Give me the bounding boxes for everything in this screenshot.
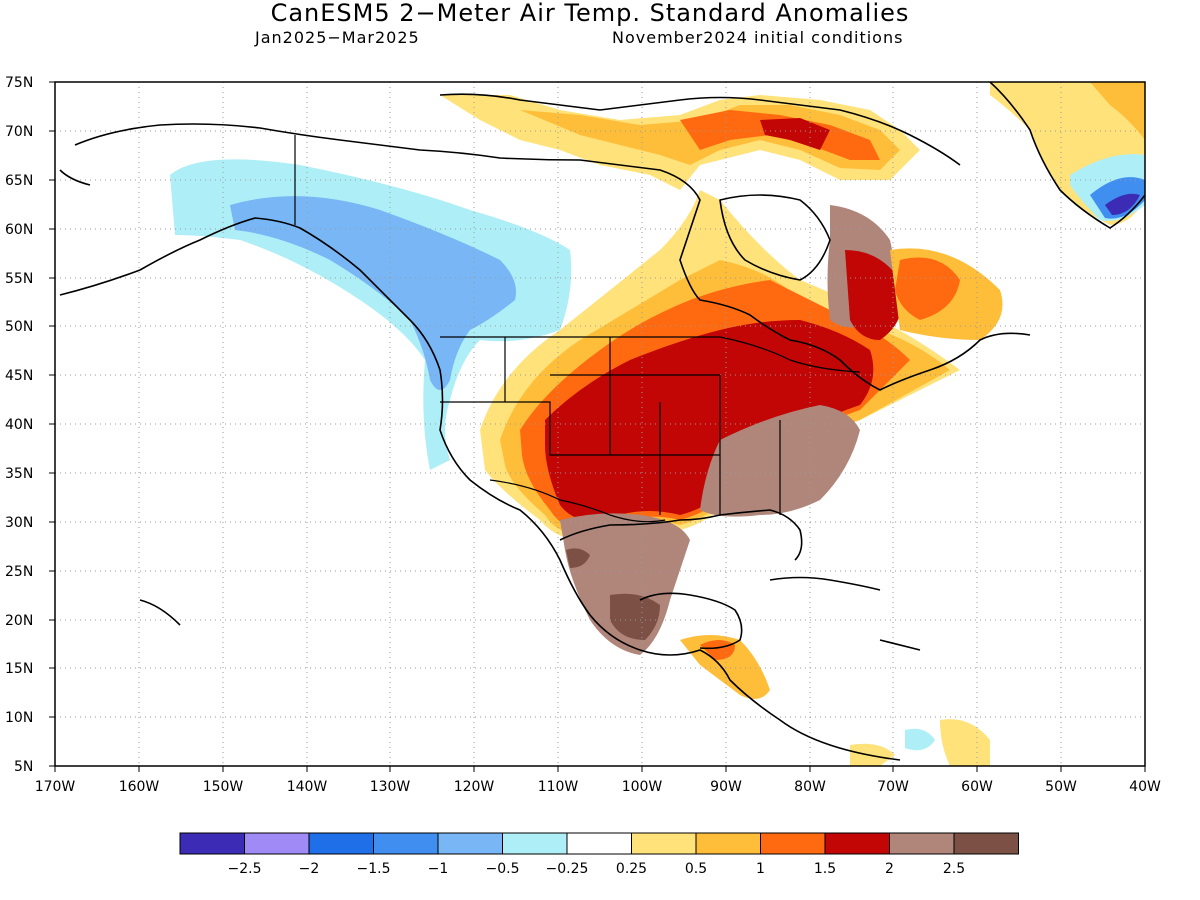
lat-label: 25N — [5, 564, 33, 580]
legend-label: −1 — [428, 861, 449, 877]
lat-label: 15N — [5, 661, 33, 677]
legend-label: 2.5 — [943, 861, 965, 877]
lon-label: 110W — [538, 779, 579, 795]
lon-label: 170W — [35, 779, 76, 795]
lon-label: 150W — [203, 779, 244, 795]
legend-swatch — [373, 832, 439, 855]
longitude-labels: 170W 160W 150W 140W 130W 120W 110W 100W … — [35, 779, 1161, 795]
lon-label: 140W — [287, 779, 328, 795]
lat-label: 60N — [5, 222, 33, 238]
legend-label: −2.5 — [228, 861, 262, 877]
initial-conditions-label: November2024 initial conditions — [612, 28, 904, 47]
lat-label: 40N — [5, 417, 33, 433]
lat-label: 50N — [5, 319, 33, 335]
lat-label: 30N — [5, 515, 33, 531]
lon-label: 50W — [1045, 779, 1077, 795]
legend-label: −1.5 — [357, 861, 391, 877]
lat-label: 65N — [5, 173, 33, 189]
lon-label: 60W — [961, 779, 993, 795]
legend-swatch — [824, 832, 890, 855]
coastlines — [59, 82, 1145, 761]
legend-swatch — [631, 832, 697, 855]
lon-label: 70W — [877, 779, 909, 795]
lat-label: 35N — [5, 466, 33, 482]
lat-label: 75N — [5, 75, 33, 91]
lat-label: 5N — [14, 759, 33, 775]
lon-label: 160W — [119, 779, 160, 795]
anomaly-shading — [170, 82, 1145, 766]
lat-label: 55N — [5, 271, 33, 287]
lat-label: 70N — [5, 124, 33, 140]
legend-swatch — [889, 832, 955, 855]
latitude-labels: 75N 70N 65N 60N 55N 50N 45N 40N 35N 30N … — [5, 75, 33, 775]
legend-swatch — [179, 832, 245, 855]
lon-label: 100W — [622, 779, 663, 795]
legend-label: 0.5 — [685, 861, 707, 877]
legend-swatch — [502, 832, 568, 855]
legend-label: 0.25 — [616, 861, 647, 877]
legend-label: 1 — [756, 861, 765, 877]
legend-swatch — [953, 832, 1019, 855]
political-borders — [294, 135, 861, 523]
legend-label: −0.5 — [486, 861, 520, 877]
axis-ticks — [49, 81, 1146, 772]
legend-swatch — [437, 832, 503, 855]
legend-label: 1.5 — [814, 861, 836, 877]
legend-label: −0.25 — [546, 861, 589, 877]
legend-swatch — [695, 832, 761, 855]
lon-label: 130W — [370, 779, 411, 795]
lon-label: 90W — [710, 779, 742, 795]
legend-swatch — [308, 832, 374, 855]
map-plot-area — [55, 82, 1145, 766]
lon-label: 80W — [794, 779, 826, 795]
lat-label: 20N — [5, 613, 33, 629]
map-title: CanESM5 2−Meter Air Temp. Standard Anoma… — [270, 0, 910, 27]
legend-swatch — [566, 832, 632, 855]
graticule — [55, 82, 1145, 766]
lat-label: 45N — [5, 368, 33, 384]
legend-label: −2 — [299, 861, 320, 877]
lat-label: 10N — [5, 710, 33, 726]
lon-label: 40W — [1129, 779, 1161, 795]
color-legend: −2.5 −2 −1.5 −1 −0.5 −0.25 0.25 0.5 1 1.5 2 2.5 — [179, 832, 1019, 877]
legend-swatch — [760, 832, 826, 855]
legend-label: 2 — [885, 861, 894, 877]
lon-label: 120W — [454, 779, 495, 795]
legend-swatch — [244, 832, 310, 855]
season-label: Jan2025−Mar2025 — [255, 28, 420, 47]
